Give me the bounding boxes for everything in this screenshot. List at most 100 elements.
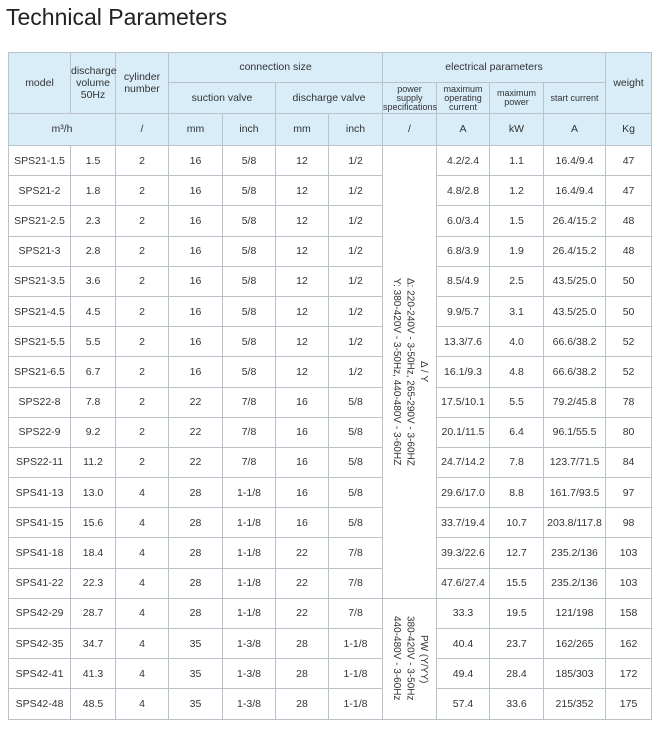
value-cell: 5/8 <box>327 446 384 479</box>
model-cell: SPS41-13 <box>8 477 71 509</box>
value-cell: 6.0/3.4 <box>436 205 491 237</box>
unit-cell: mm <box>168 113 223 146</box>
value-cell: 6.4 <box>489 416 545 448</box>
model-cell: SPS21-1.5 <box>8 144 71 177</box>
unit-cell: A <box>436 113 491 146</box>
header-max-current: maximum operating current <box>436 82 491 114</box>
header-model: model <box>8 52 71 114</box>
value-cell: 1-3/8 <box>222 688 276 720</box>
model-cell: SPS21-4.5 <box>8 295 71 328</box>
value-cell: 175 <box>605 688 653 720</box>
value-cell: 79.2/45.8 <box>543 386 607 418</box>
value-cell: 22 <box>168 416 223 448</box>
value-cell: 9.9/5.7 <box>436 295 491 328</box>
value-cell: 12 <box>275 295 329 328</box>
value-cell: 8.5/4.9 <box>436 265 491 297</box>
value-cell: 78 <box>605 386 653 418</box>
value-cell: 96.1/55.5 <box>543 416 607 448</box>
header-electrical: electrical parameters <box>382 52 607 83</box>
value-cell: 1-1/8 <box>327 688 384 720</box>
value-cell: 1-1/8 <box>222 537 276 569</box>
value-cell: 2 <box>115 416 169 448</box>
unit-cell: inch <box>222 113 276 146</box>
value-cell: 5/8 <box>222 235 276 267</box>
value-cell: 12 <box>275 175 329 207</box>
value-cell: 161.7/93.5 <box>543 477 607 509</box>
header-power-supply: power supply specifications <box>382 82 438 114</box>
value-cell: 28 <box>168 597 223 630</box>
value-cell: 13.0 <box>70 477 116 509</box>
header-connection-size: connection size <box>167 52 384 83</box>
value-cell: 7/8 <box>222 446 276 479</box>
unit-cell: / <box>115 113 169 146</box>
value-cell: 1-1/8 <box>327 627 384 660</box>
value-cell: 1-1/8 <box>222 477 276 509</box>
value-cell: 5/8 <box>222 205 276 237</box>
header-weight: weight <box>605 52 653 114</box>
model-cell: SPS21-6.5 <box>8 356 71 388</box>
value-cell: 5/8 <box>222 265 276 297</box>
value-cell: 16 <box>275 446 329 479</box>
header-max-power: maximum power <box>489 82 545 114</box>
value-cell: 1.1 <box>489 144 545 177</box>
value-cell: 39.3/22.6 <box>436 537 491 569</box>
value-cell: 48.5 <box>70 688 116 720</box>
table-row: SPS41-22 22.3 4 28 1-1/8 22 7/8 47.6/27.4 15.5 23… <box>8 567 653 599</box>
value-cell: 7.8 <box>489 446 545 479</box>
value-cell: 47 <box>605 144 653 177</box>
value-cell: 22 <box>275 537 329 569</box>
value-cell: 5/8 <box>222 295 276 328</box>
value-cell: 5/8 <box>222 356 276 388</box>
unit-cell: mm <box>275 113 329 146</box>
value-cell: 1-1/8 <box>327 658 384 690</box>
value-cell: 16.4/9.4 <box>543 175 607 207</box>
value-cell: 12 <box>275 326 329 358</box>
value-cell: 2.3 <box>70 205 116 237</box>
value-cell: 80 <box>605 416 653 448</box>
value-cell: 2 <box>115 265 169 297</box>
value-cell: 40.4 <box>436 627 491 660</box>
value-cell: 22 <box>168 446 223 479</box>
value-cell: 23.7 <box>489 627 545 660</box>
power-supply-cell: PW (Y/YY) 380-420V - 3-50Hz 440-480V - 3-6… <box>382 597 438 720</box>
value-cell: 16 <box>168 326 223 358</box>
page-title: Technical Parameters <box>6 4 228 30</box>
unit-cell: A <box>543 113 607 146</box>
value-cell: 12 <box>275 265 329 297</box>
value-cell: 5/8 <box>222 144 276 177</box>
value-cell: 2.8 <box>70 235 116 267</box>
value-cell: 28 <box>168 567 223 599</box>
model-cell: SPS42-48 <box>8 688 71 720</box>
value-cell: 48 <box>605 235 653 267</box>
value-cell: 16 <box>168 175 223 207</box>
value-cell: 2 <box>115 144 169 177</box>
value-cell: 57.4 <box>436 688 491 720</box>
table-row: SPS21-3.5 3.6 2 16 5/8 12 1/2 8.5/4.9 2.5 43.5/25… <box>8 265 653 297</box>
value-cell: 2 <box>115 175 169 207</box>
value-cell: 8.8 <box>489 477 545 509</box>
unit-cell: / <box>382 113 438 146</box>
value-cell: 9.2 <box>70 416 116 448</box>
value-cell: 5.5 <box>489 386 545 418</box>
value-cell: 34.7 <box>70 627 116 660</box>
value-cell: 4 <box>115 567 169 599</box>
power-supply-line: PW (Y/YY) <box>417 634 429 683</box>
value-cell: 28.7 <box>70 597 116 630</box>
value-cell: 84 <box>605 446 653 479</box>
value-cell: 52 <box>605 356 653 388</box>
value-cell: 1.9 <box>489 235 545 267</box>
power-supply-line: Δ / Y <box>417 361 429 383</box>
value-cell: 17.5/10.1 <box>436 386 491 418</box>
value-cell: 1-1/8 <box>222 507 276 539</box>
header-discharge-valve: discharge valve <box>274 82 384 114</box>
power-supply-line: Δ: 220-240V - 3-50Hz, 265-290V - 3-60HZ <box>404 277 416 466</box>
table-row: SPS41-18 18.4 4 28 1-1/8 22 7/8 39.3/22.6 12.7 23… <box>8 537 653 569</box>
value-cell: 7/8 <box>327 567 384 599</box>
header-cylinder: cylinder number <box>115 52 169 114</box>
value-cell: 121/198 <box>543 597 607 630</box>
value-cell: 7/8 <box>222 416 276 448</box>
value-cell: 28 <box>275 627 329 660</box>
value-cell: 28 <box>168 477 223 509</box>
value-cell: 3.1 <box>489 295 545 328</box>
value-cell: 103 <box>605 537 653 569</box>
